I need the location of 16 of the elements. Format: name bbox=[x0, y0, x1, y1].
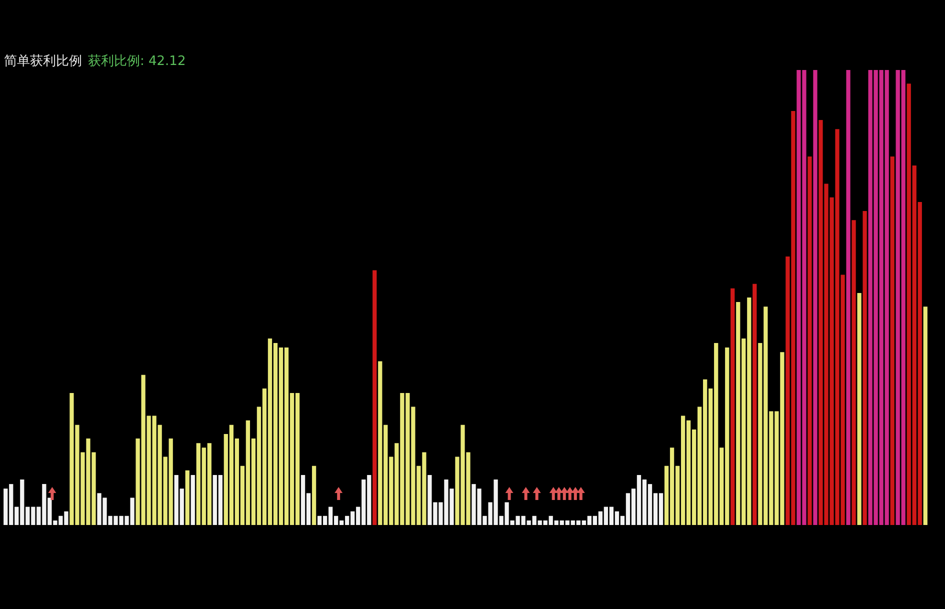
bar bbox=[852, 220, 856, 525]
bar bbox=[185, 470, 190, 525]
bar bbox=[190, 474, 195, 525]
bar bbox=[846, 70, 850, 525]
bar bbox=[372, 270, 377, 525]
bar bbox=[808, 156, 812, 525]
bar bbox=[752, 284, 757, 525]
bar bbox=[730, 288, 735, 525]
bar bbox=[857, 292, 862, 525]
bar bbox=[890, 156, 894, 525]
chart-title: 简单获利比例 bbox=[4, 54, 82, 69]
text: 获利比例: 42.12 bbox=[88, 54, 186, 69]
bar bbox=[923, 306, 928, 525]
bar bbox=[312, 466, 316, 525]
bar bbox=[813, 70, 818, 525]
bar bbox=[862, 211, 867, 525]
